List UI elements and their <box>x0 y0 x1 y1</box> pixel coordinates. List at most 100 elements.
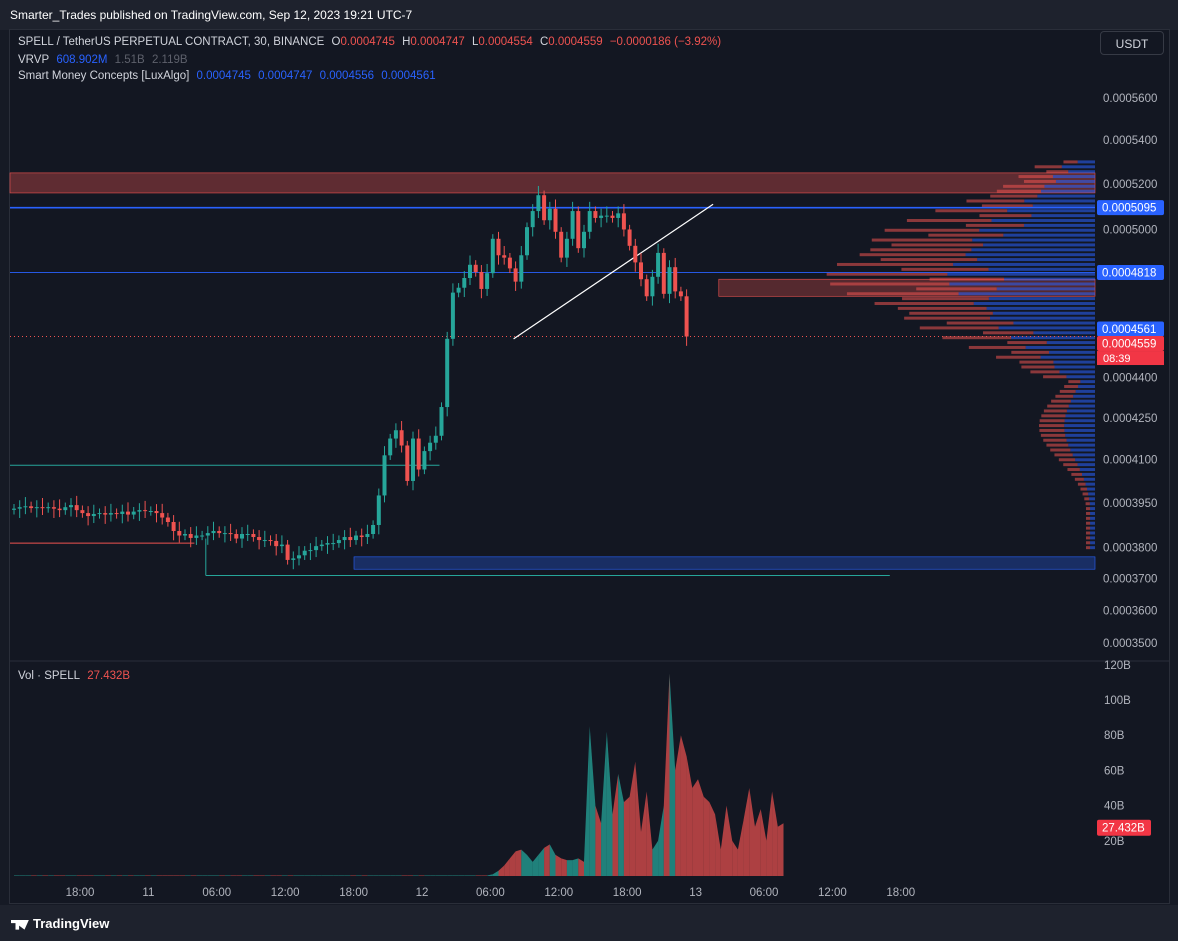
candle-up[interactable] <box>468 264 472 279</box>
candle-down[interactable] <box>678 291 683 297</box>
candle-up[interactable] <box>656 252 661 277</box>
candle-down[interactable] <box>359 535 364 538</box>
candle-up[interactable] <box>308 550 313 552</box>
candle-up[interactable] <box>604 215 609 217</box>
candle-up[interactable] <box>148 511 153 513</box>
candle-down[interactable] <box>593 211 598 218</box>
candle-down[interactable] <box>473 264 478 272</box>
candle-down[interactable] <box>143 510 148 512</box>
candle-up[interactable] <box>12 508 16 510</box>
candle-up[interactable] <box>382 455 387 496</box>
candle-up[interactable] <box>376 495 381 525</box>
candle-down[interactable] <box>542 195 547 221</box>
candle-up[interactable] <box>194 535 199 538</box>
candle-up[interactable] <box>445 338 450 408</box>
candle-up[interactable] <box>439 407 444 436</box>
candle-down[interactable] <box>160 513 165 518</box>
candle-up[interactable] <box>69 505 73 508</box>
candle-down[interactable] <box>496 238 501 256</box>
candle-down[interactable] <box>399 430 404 446</box>
candle-up[interactable] <box>536 195 541 212</box>
candle-up[interactable] <box>325 543 330 545</box>
candle-up[interactable] <box>34 507 39 509</box>
candle-down[interactable] <box>74 505 79 511</box>
candle-up[interactable] <box>616 213 621 218</box>
candle-up[interactable] <box>222 533 227 535</box>
candle-up[interactable] <box>570 211 575 239</box>
candle-up[interactable] <box>411 438 415 481</box>
candle-down[interactable] <box>513 268 518 282</box>
candle-down[interactable] <box>627 229 632 246</box>
candle-down[interactable] <box>684 296 689 337</box>
candle-down[interactable] <box>621 213 626 230</box>
candle-down[interactable] <box>80 510 85 514</box>
candle-up[interactable] <box>393 430 398 439</box>
candle-down[interactable] <box>644 279 649 297</box>
candle-down[interactable] <box>103 513 108 515</box>
candle-up[interactable] <box>205 533 210 536</box>
candle-down[interactable] <box>405 445 410 481</box>
candle-up[interactable] <box>291 558 296 560</box>
candle-up[interactable] <box>587 211 592 232</box>
candle-up[interactable] <box>200 535 205 537</box>
candle-up[interactable] <box>183 534 187 536</box>
candle-up[interactable] <box>530 211 535 228</box>
candle-down[interactable] <box>610 215 615 218</box>
candle-down[interactable] <box>416 438 421 470</box>
candle-up[interactable] <box>336 540 341 544</box>
candle-down[interactable] <box>507 257 512 269</box>
candle-up[interactable] <box>297 555 301 559</box>
candle-down[interactable] <box>348 537 353 541</box>
candle-up[interactable] <box>314 546 319 551</box>
candle-down[interactable] <box>228 533 233 535</box>
candle-up[interactable] <box>279 544 284 547</box>
candle-down[interactable] <box>268 540 273 542</box>
candle-down[interactable] <box>171 522 176 531</box>
candle-down[interactable] <box>234 534 239 539</box>
candle-up[interactable] <box>485 273 490 289</box>
candle-up[interactable] <box>490 238 495 274</box>
candle-up[interactable] <box>211 530 216 534</box>
candle-down[interactable] <box>285 544 290 560</box>
candle-down[interactable] <box>502 255 507 258</box>
candle-down[interactable] <box>661 252 666 294</box>
candle-up[interactable] <box>46 507 51 509</box>
candle-up[interactable] <box>319 544 324 547</box>
candle-up[interactable] <box>331 543 336 545</box>
candle-up[interactable] <box>371 524 376 535</box>
candle-down[interactable] <box>274 540 279 547</box>
candle-up[interactable] <box>131 511 136 515</box>
candle-down[interactable] <box>57 508 62 511</box>
candle-down[interactable] <box>177 530 182 536</box>
candle-up[interactable] <box>23 506 28 508</box>
candle-up[interactable] <box>245 534 250 536</box>
candle-down[interactable] <box>257 537 262 541</box>
candle-up[interactable] <box>240 534 244 539</box>
candle-down[interactable] <box>633 245 638 263</box>
candle-up[interactable] <box>650 276 655 297</box>
candle-up[interactable] <box>525 227 529 256</box>
candle-up[interactable] <box>342 537 347 541</box>
candle-up[interactable] <box>599 215 604 218</box>
candle-up[interactable] <box>422 451 427 470</box>
candle-up[interactable] <box>120 511 125 514</box>
candle-up[interactable] <box>108 513 113 515</box>
candle-up[interactable] <box>365 534 370 538</box>
candle-down[interactable] <box>479 271 484 289</box>
candle-up[interactable] <box>519 255 524 282</box>
candle-up[interactable] <box>564 238 569 258</box>
candle-up[interactable] <box>97 513 102 515</box>
candle-up[interactable] <box>450 292 455 339</box>
candle-up[interactable] <box>428 442 433 452</box>
candle-down[interactable] <box>639 262 643 280</box>
candle-down[interactable] <box>29 506 34 509</box>
candle-up[interactable] <box>456 287 461 293</box>
candle-down[interactable] <box>553 208 558 232</box>
candle-down[interactable] <box>576 211 581 249</box>
candle-down[interactable] <box>251 534 256 538</box>
candle-down[interactable] <box>165 517 170 523</box>
candle-up[interactable] <box>667 267 672 294</box>
candle-up[interactable] <box>582 231 586 249</box>
candle-up[interactable] <box>462 278 467 288</box>
